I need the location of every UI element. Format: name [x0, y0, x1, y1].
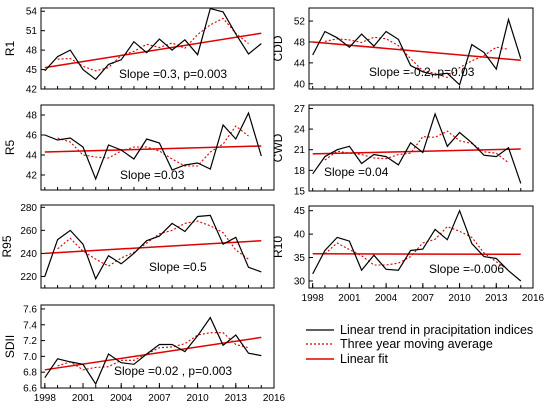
- panel-cwd: 15 18 21 24 27 CWD Slope =0.04: [271, 104, 534, 198]
- axes-frame: [40, 304, 275, 389]
- y-tick-label: 48: [26, 111, 38, 122]
- y-tick-label: 35: [294, 253, 306, 264]
- slope-annotation: Slope =0.5: [149, 260, 207, 274]
- y-tick-label: 40: [294, 230, 306, 241]
- legend-linear-fit-label: Linear fit: [340, 352, 388, 366]
- slope-annotation: Slope =0.03: [120, 168, 185, 182]
- y-tick-label: 220: [20, 272, 37, 283]
- y-axis-label: R1: [3, 41, 17, 57]
- y-tick-label: 24: [294, 125, 306, 136]
- x-tick-label: 2007: [148, 393, 171, 404]
- linear-fit-line: [44, 32, 262, 69]
- y-tick-label: 42: [26, 171, 38, 182]
- y-tick-label: 45: [294, 206, 306, 217]
- y-tick-label: 6.8: [23, 368, 37, 379]
- x-tick-label: 2010: [448, 293, 471, 304]
- x-tick-label: 1998: [34, 393, 57, 404]
- y-axis-label: CWD: [271, 133, 285, 162]
- y-axis-label: CDD: [271, 35, 285, 61]
- x-tick-label: 1998: [302, 293, 325, 304]
- x-tick-label: 2007: [412, 293, 435, 304]
- y-tick-label: 51: [26, 26, 38, 37]
- y-axis-label: R5: [3, 140, 17, 156]
- y-tick-label: 48: [294, 37, 306, 48]
- y-tick-label: 27: [294, 104, 306, 115]
- axes-frame: [308, 7, 534, 90]
- x-tick-label: 2001: [72, 393, 95, 404]
- slope-annotation: Slope =0.04: [324, 165, 389, 179]
- x-tick-label: 2013: [485, 293, 508, 304]
- y-tick-label: 15: [294, 187, 306, 198]
- y-axis-label: R95: [0, 235, 14, 257]
- slope-annotation: Slope =0.3, p=0.003: [119, 67, 227, 81]
- x-tick-label: 2016: [263, 393, 286, 404]
- moving-average-line: [324, 225, 509, 271]
- panel-sdii: 6.6 6.8 7.0 7.2 7.4 7.6 1998 2001 2004 2007 2010 20…: [3, 304, 286, 404]
- y-axis-label: SDII: [3, 335, 17, 358]
- axes-frame: [40, 204, 275, 289]
- observed-series-line: [312, 112, 522, 184]
- moving-average-line: [324, 130, 509, 164]
- axes-frame: [40, 7, 275, 90]
- y-tick-label: 44: [26, 151, 38, 162]
- linear-fit-line: [312, 148, 521, 155]
- observed-series-line: [44, 316, 262, 386]
- panel-r1: 42 45 48 51 54 R1 Slope =0.3, p=0.003: [3, 7, 275, 96]
- panel-r10: 30 35 40 45 1998 2001 2004 2007 2010 2013 2016 R10 S…: [271, 205, 545, 304]
- y-tick-label: 46: [26, 131, 38, 142]
- y-tick-label: 30: [294, 276, 306, 287]
- x-tick-label: 2004: [375, 293, 398, 304]
- y-tick-label: 21: [294, 145, 306, 156]
- y-tick-label: 7.4: [23, 320, 37, 331]
- y-tick-label: 7.2: [23, 336, 37, 347]
- observed-series-line: [44, 7, 262, 81]
- slope-annotation: Slope =0.02 , p=0.003: [114, 364, 232, 378]
- y-tick-label: 6.6: [23, 384, 37, 395]
- panel-r95: 220 240 260 280 R95 Slope =0.5: [0, 203, 275, 289]
- observed-series-line: [44, 214, 262, 281]
- x-tick-label: 2004: [110, 393, 133, 404]
- moving-average-line: [57, 125, 249, 167]
- y-tick-label: 48: [26, 46, 38, 57]
- moving-average-line: [324, 36, 509, 79]
- x-tick-label: 2010: [186, 393, 209, 404]
- y-tick-label: 54: [26, 7, 38, 18]
- x-tick-label: 2001: [338, 293, 361, 304]
- panel-cdd: 40 44 48 52 CDD Slope =-0.2, p=0.03: [271, 7, 534, 90]
- axes-frame: [40, 104, 275, 191]
- y-tick-label: 45: [26, 65, 38, 76]
- y-tick-label: 52: [294, 17, 306, 28]
- y-tick-label: 7.6: [23, 304, 37, 315]
- axes-frame: [308, 205, 534, 289]
- x-tick-label: 2016: [522, 293, 545, 304]
- slope-annotation: Slope =-0.2, p=0.03: [369, 65, 475, 79]
- moving-average-line: [57, 17, 249, 72]
- y-tick-label: 18: [294, 166, 306, 177]
- y-tick-label: 280: [20, 203, 37, 214]
- observed-series-line: [312, 209, 522, 282]
- linear-fit-line: [312, 41, 521, 62]
- y-axis-label: R10: [271, 236, 285, 258]
- legend: Linear trend in pracipitation indices Th…: [306, 323, 533, 366]
- observed-series-line: [312, 17, 522, 86]
- y-tick-label: 240: [20, 249, 37, 260]
- y-tick-label: 260: [20, 226, 37, 237]
- y-tick-label: 7.0: [23, 352, 37, 363]
- y-tick-label: 42: [26, 85, 38, 96]
- y-tick-label: 44: [294, 58, 306, 69]
- linear-fit-line: [44, 239, 262, 255]
- x-tick-label: 2013: [225, 393, 248, 404]
- slope-annotation: Slope =-0.006: [429, 262, 504, 276]
- observed-series-line: [44, 111, 262, 181]
- legend-observed-label: Linear trend in pracipitation indices: [340, 323, 533, 337]
- panel-r5: 42 44 46 48 R5 Slope =0.03: [3, 104, 275, 191]
- y-tick-label: 40: [294, 79, 306, 90]
- axes-frame: [308, 104, 534, 192]
- legend-moving-average-label: Three year moving average: [340, 337, 493, 351]
